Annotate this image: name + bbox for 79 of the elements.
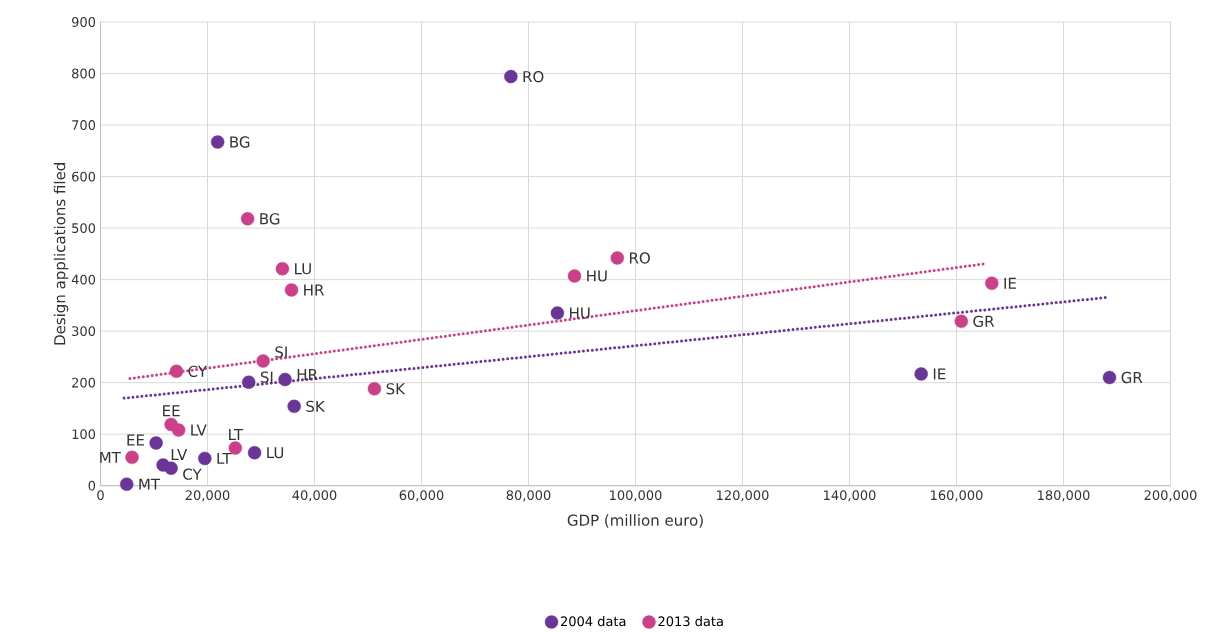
annotation: LT	[229, 428, 244, 440]
annotation: SI	[275, 346, 287, 358]
point	[550, 306, 565, 320]
y-tick-label: 100	[72, 429, 96, 440]
annotation: IE	[933, 368, 946, 380]
point	[171, 423, 186, 437]
y-tick-label: 800	[72, 68, 96, 79]
annotation: HU	[570, 307, 590, 319]
annotation: GR	[973, 315, 995, 328]
annotation: BG	[260, 213, 280, 225]
point	[954, 314, 969, 329]
y-axis-title: Design applications filed	[53, 163, 69, 345]
point	[504, 69, 518, 84]
x-tick-label: 180,000	[1038, 490, 1090, 502]
point	[367, 382, 382, 396]
point	[198, 451, 212, 466]
annotation: SI	[260, 371, 273, 383]
point	[278, 372, 292, 387]
x-tick-label: 20,000	[185, 490, 230, 502]
annotation: HR	[297, 369, 318, 381]
annotation: RO	[523, 70, 544, 83]
x-tick-label: 200,000	[1144, 490, 1197, 502]
annotation: HR	[304, 284, 324, 296]
y-tick-label: 500	[72, 223, 96, 234]
annotation: RO	[629, 252, 650, 264]
point	[149, 436, 163, 450]
x-tick-label: 140,000	[824, 490, 876, 502]
annotation: MT	[100, 451, 121, 463]
annotation: CY	[183, 468, 202, 480]
annotation: LT	[217, 452, 232, 464]
point	[169, 364, 184, 379]
point	[275, 262, 290, 276]
annotation: LU	[267, 447, 284, 459]
legend-label: 2004 data	[560, 616, 626, 627]
annotation: EE	[163, 405, 180, 417]
y-tick-label: 300	[72, 326, 96, 337]
point	[256, 354, 270, 368]
y-tick-label: 0	[88, 480, 96, 491]
point	[125, 450, 139, 465]
annotation: GR	[1121, 371, 1143, 384]
annotation: MT	[139, 478, 161, 490]
y-tick-label: 200	[72, 377, 96, 388]
point	[240, 212, 255, 226]
x-axis-title: GDP (million euro)	[567, 514, 703, 528]
y-tick-label: 400	[71, 274, 96, 285]
annotation: LV	[191, 424, 207, 436]
point	[914, 367, 928, 381]
annotation: BG	[230, 136, 250, 148]
annotation: LU	[295, 263, 311, 275]
annotation: SK	[306, 400, 326, 413]
annotation: LV	[171, 448, 188, 460]
annotation: SK	[386, 383, 406, 395]
point	[247, 446, 262, 460]
point	[1102, 370, 1117, 385]
point	[610, 251, 625, 265]
point	[242, 375, 256, 389]
x-tick-label: 60,000	[399, 490, 444, 502]
y-tick-label: 700	[72, 120, 96, 130]
x-tick-label: 80,000	[506, 490, 551, 502]
point	[985, 276, 999, 290]
y-tick-label: 900	[71, 17, 96, 27]
point	[164, 461, 178, 475]
x-tick-label: 0	[97, 490, 104, 501]
point	[284, 283, 299, 297]
x-tick-label: 160,000	[931, 490, 983, 502]
annotation: CY	[188, 365, 208, 377]
point	[228, 441, 243, 455]
point	[120, 477, 134, 491]
y-tick-label: 600	[72, 171, 96, 182]
legend-label: 2013 data	[658, 616, 723, 627]
x-tick-label: 120,000	[717, 490, 769, 502]
annotation: EE	[127, 434, 144, 446]
x-tick-label: 40,000	[292, 490, 337, 502]
point	[210, 135, 225, 149]
x-tick-label: 100,000	[610, 490, 662, 502]
annotation: HU	[587, 270, 607, 282]
annotation: IE	[1004, 277, 1016, 289]
point	[287, 399, 301, 414]
point	[567, 269, 582, 283]
